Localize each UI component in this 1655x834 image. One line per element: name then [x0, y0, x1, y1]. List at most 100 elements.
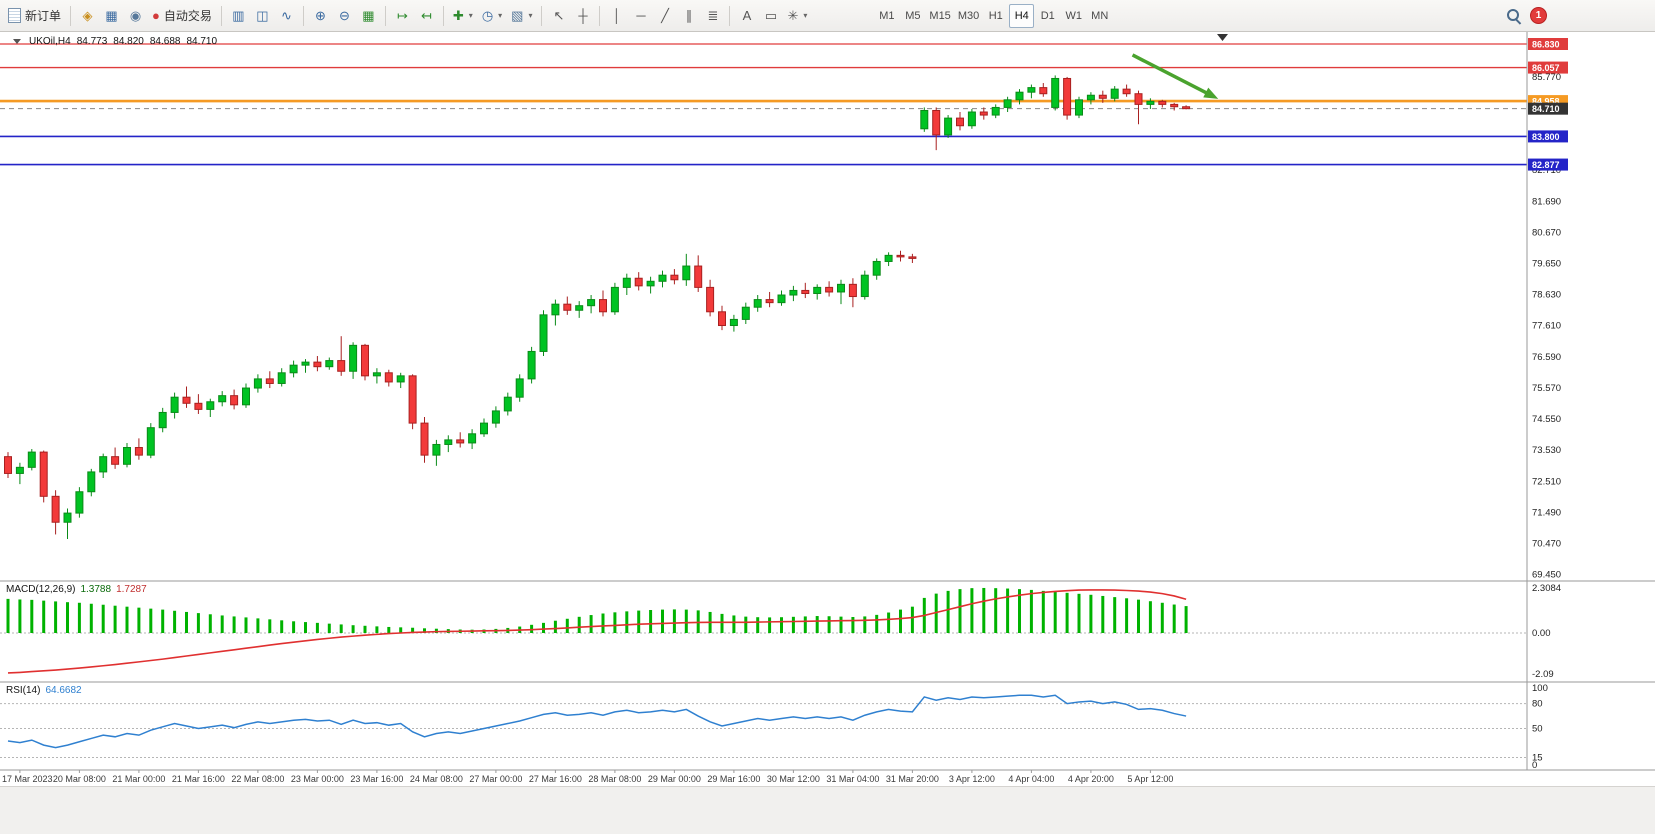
- timeframe-mn-button[interactable]: MN: [1087, 4, 1112, 28]
- chart-line-button[interactable]: ∿: [275, 4, 298, 28]
- panel-borders: [0, 32, 1655, 771]
- fibonacci-button[interactable]: ≣: [701, 4, 724, 28]
- price-axis: 85.77084.75083.73082.71081.69080.67079.6…: [1528, 38, 1568, 771]
- clock-icon: ◷: [481, 8, 494, 23]
- time-axis: 17 Mar 2023 20 Mar 08:00 21 Mar 00:00 21 Ma…: [2, 770, 1173, 784]
- chart-window: 85.77084.75083.73082.71081.69080.67079.6…: [0, 32, 1655, 786]
- svg-text:73.530: 73.530: [1532, 445, 1561, 456]
- toolbar-separator: [220, 5, 222, 26]
- crosshair-button[interactable]: ┼: [571, 4, 594, 28]
- crosshair-icon: ┼: [578, 8, 588, 23]
- timeframe-h1-button[interactable]: H1: [983, 4, 1008, 28]
- rsi-indicator-label: RSI(14) 64.6682: [6, 685, 82, 696]
- timeframe-m30-button[interactable]: M30: [955, 4, 982, 28]
- main-toolbar: 新订单 ◈ ▦ ◉ ● 自动交易 ▥ ◫ ∿ ⊕ ⊖ ▦ ↦ ↤ ✚ ▾ ◷ ▾ ▧…: [0, 0, 1655, 32]
- macd-signal-value: 1.7287: [116, 584, 147, 595]
- notification-badge[interactable]: 1: [1530, 7, 1547, 24]
- svg-text:17 Mar 2023: 17 Mar 2023: [2, 774, 53, 784]
- horizontal-line-icon: ─: [636, 8, 646, 23]
- toolbar-separator: [729, 5, 731, 26]
- collapse-triangle-icon[interactable]: [13, 39, 21, 44]
- trendline-button[interactable]: ╱: [653, 4, 676, 28]
- chevron-down-icon: ▾: [468, 11, 473, 20]
- periods-button[interactable]: ◷ ▾: [478, 4, 506, 28]
- new-order-button[interactable]: 新订单: [4, 4, 65, 28]
- svg-text:29 Mar 16:00: 29 Mar 16:00: [707, 774, 760, 784]
- bottom-strip: [0, 786, 1655, 834]
- search-icon[interactable]: [1506, 8, 1521, 23]
- svg-text:4 Apr 20:00: 4 Apr 20:00: [1068, 774, 1114, 784]
- macd-panel: [0, 587, 1527, 674]
- svg-text:28 Mar 08:00: 28 Mar 08:00: [588, 774, 641, 784]
- svg-text:82.710: 82.710: [1532, 165, 1561, 176]
- timeframe-w1-button[interactable]: W1: [1061, 4, 1086, 28]
- chart-svg[interactable]: 85.77084.75083.73082.71081.69080.67079.6…: [0, 32, 1655, 786]
- zoom-in-icon: ⊕: [314, 8, 326, 23]
- zoom-in-button[interactable]: ⊕: [309, 4, 332, 28]
- timeframe-group: M1 M5 M15 M30 H1 H4 D1 W1 MN: [874, 3, 1112, 28]
- chart-low-value: 84.688: [149, 36, 181, 47]
- rsi-name: RSI(14): [6, 685, 41, 696]
- timeframe-d1-button[interactable]: D1: [1035, 4, 1060, 28]
- text-tool-button[interactable]: A: [735, 4, 758, 28]
- svg-text:84.710: 84.710: [1532, 104, 1560, 114]
- community-icon: ◉: [129, 8, 142, 23]
- auto-scroll-icon: ↦: [396, 8, 408, 23]
- svg-text:100: 100: [1532, 683, 1548, 694]
- toolbar-separator: [599, 5, 601, 26]
- svg-text:24 Mar 08:00: 24 Mar 08:00: [410, 774, 463, 784]
- timeframe-m5-button[interactable]: M5: [900, 4, 925, 28]
- channel-button[interactable]: ∥: [677, 4, 700, 28]
- zoom-out-button[interactable]: ⊖: [333, 4, 356, 28]
- macd-main-value: 1.3788: [80, 584, 112, 595]
- svg-text:0.00: 0.00: [1532, 628, 1551, 639]
- chart-symbol-period: UKOil,H4: [29, 36, 71, 47]
- svg-text:27 Mar 00:00: 27 Mar 00:00: [469, 774, 522, 784]
- shapes-icon: ✳: [787, 8, 799, 23]
- svg-text:80.670: 80.670: [1532, 227, 1561, 238]
- chart-ohlc-header: UKOil,H4 84.773 84.820 84.688 84.710: [13, 36, 217, 47]
- svg-text:86.830: 86.830: [1532, 40, 1560, 50]
- auto-scroll-button[interactable]: ↦: [391, 4, 414, 28]
- svg-text:82.877: 82.877: [1532, 160, 1560, 170]
- template-icon: ▧: [511, 8, 524, 23]
- cursor-button[interactable]: ↖: [547, 4, 570, 28]
- vertical-line-button[interactable]: │: [605, 4, 628, 28]
- svg-text:71.490: 71.490: [1532, 507, 1561, 518]
- tile-windows-button[interactable]: ▦: [357, 4, 380, 28]
- chart-bars-button[interactable]: ▥: [227, 4, 250, 28]
- svg-text:2.3084: 2.3084: [1532, 583, 1561, 594]
- svg-text:20 Mar 08:00: 20 Mar 08:00: [53, 774, 106, 784]
- svg-text:22 Mar 08:00: 22 Mar 08:00: [231, 774, 284, 784]
- chart-candles-button[interactable]: ◫: [251, 4, 274, 28]
- macd-indicator-label: MACD(12,26,9) 1.3788 1.7287: [6, 584, 147, 595]
- templates-button[interactable]: ▧ ▾: [507, 4, 536, 28]
- chart-shift-button[interactable]: ↤: [415, 4, 438, 28]
- label-tool-button[interactable]: ▭: [759, 4, 782, 28]
- rsi-value: 64.6682: [45, 685, 82, 696]
- chart-close-value: 84.710: [186, 36, 218, 47]
- svg-text:84.958: 84.958: [1532, 97, 1560, 107]
- candles: [4, 75, 1191, 540]
- svg-text:76.590: 76.590: [1532, 352, 1561, 363]
- timeframe-m1-button[interactable]: M1: [874, 4, 899, 28]
- timeframe-m15-button[interactable]: M15: [926, 4, 953, 28]
- community-button[interactable]: ◉: [124, 4, 147, 28]
- charts-window-button[interactable]: ▦: [100, 4, 123, 28]
- timeframe-h4-button[interactable]: H4: [1009, 3, 1035, 28]
- horizontal-line-button[interactable]: ─: [629, 4, 652, 28]
- svg-text:77.610: 77.610: [1532, 321, 1561, 332]
- svg-text:50: 50: [1532, 724, 1543, 735]
- new-order-icon: [8, 8, 21, 23]
- autotrading-button[interactable]: ● 自动交易: [148, 4, 216, 28]
- fibonacci-icon: ≣: [707, 8, 719, 23]
- chevron-down-icon: ▾: [498, 11, 503, 20]
- new-chart-icon: ✚: [452, 8, 464, 23]
- new-chart-button[interactable]: ✚ ▾: [449, 4, 477, 28]
- svg-text:30 Mar 12:00: 30 Mar 12:00: [767, 774, 820, 784]
- rsi-panel: [0, 694, 1527, 759]
- accounts-button[interactable]: ◈: [76, 4, 99, 28]
- cursor-icon: ↖: [553, 8, 565, 23]
- shapes-button[interactable]: ✳ ▾: [783, 4, 811, 28]
